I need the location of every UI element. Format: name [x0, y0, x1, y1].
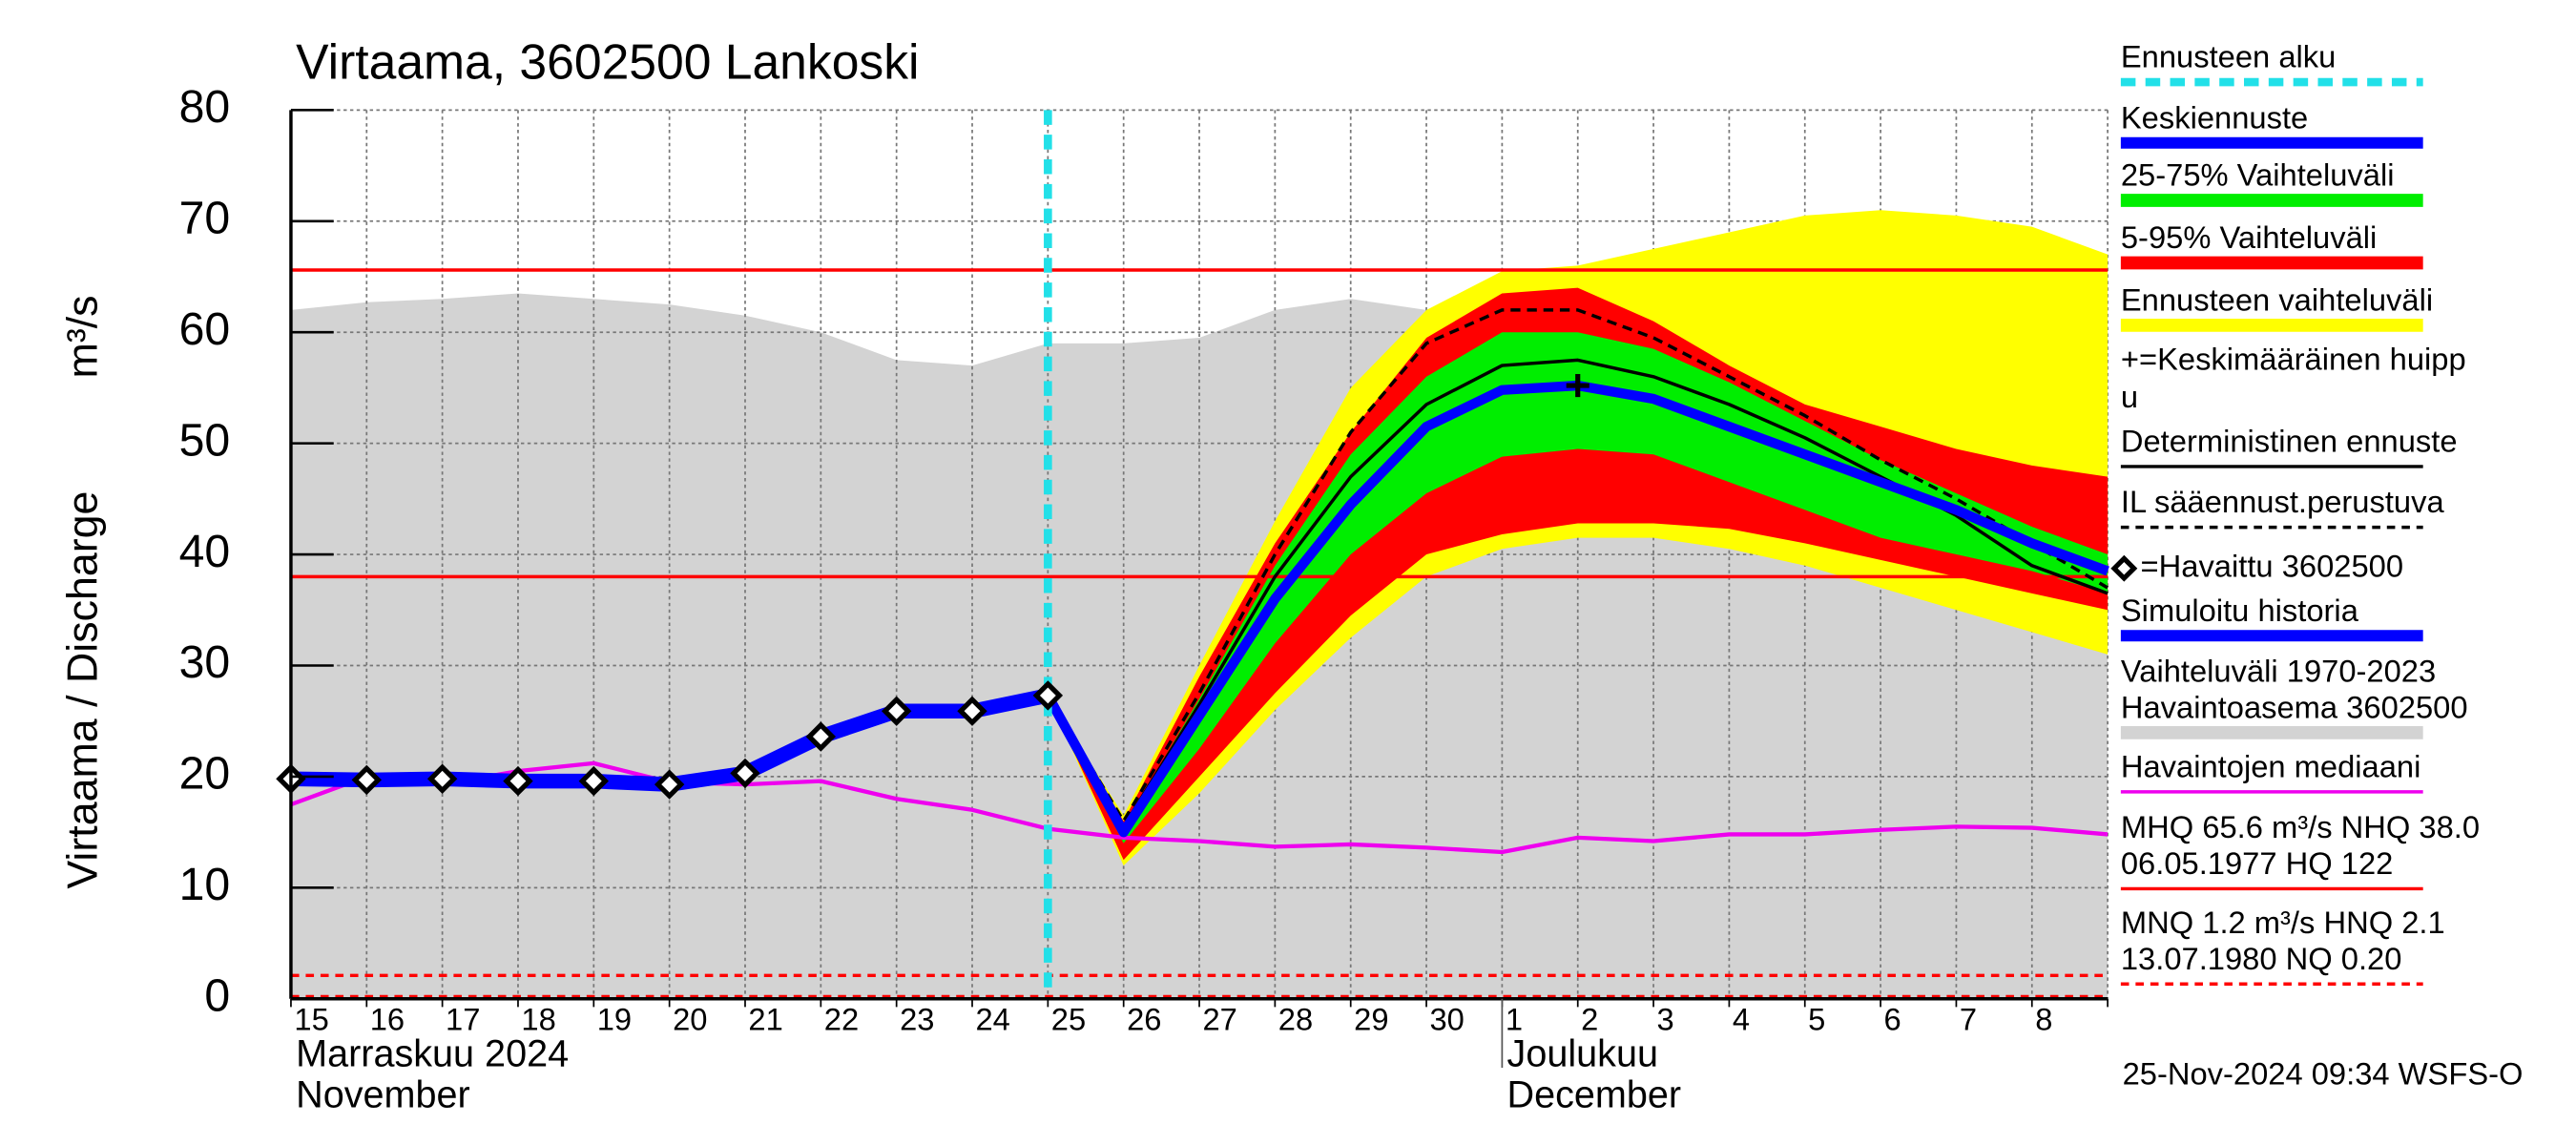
observed-marker: [503, 765, 533, 797]
y-tick-label: 30: [179, 636, 231, 688]
forecast-band: [1048, 210, 2109, 866]
legend-label: =Havaittu 3602500: [2141, 548, 2403, 583]
x-tick-label: 15: [294, 1002, 328, 1037]
observed-marker: [351, 764, 382, 796]
observed-marker: [654, 769, 685, 800]
observed-marker: [805, 721, 837, 752]
x-tick-label: 4: [1733, 1002, 1750, 1037]
month-label: November: [296, 1074, 470, 1116]
legend-label: MNQ 1.2 m³/s HNQ 2.1: [2121, 905, 2445, 940]
x-tick-label: 30: [1429, 1002, 1464, 1037]
x-tick-label: 20: [673, 1002, 707, 1037]
x-tick-label: 29: [1354, 1002, 1388, 1037]
observed-marker: [578, 765, 610, 797]
y-tick-label: 50: [179, 414, 231, 466]
peak-marker: [1566, 374, 1589, 398]
legend-label: Havaintoasema 3602500: [2121, 689, 2468, 724]
observed-marker: [881, 696, 912, 726]
y-tick-label: 10: [179, 859, 231, 910]
legend-label: Havaintojen mediaani: [2121, 748, 2421, 783]
x-tick-label: 27: [1202, 1002, 1236, 1037]
x-tick-label: 16: [370, 1002, 405, 1037]
series-line: [1046, 308, 2109, 823]
x-tick-label: 28: [1278, 1002, 1313, 1037]
x-tick-label: 2: [1581, 1002, 1598, 1037]
x-tick-label: 17: [446, 1002, 480, 1037]
legend-label: Vaihteluväli 1970-2023: [2121, 654, 2436, 689]
legend-label: Keskiennuste: [2121, 99, 2308, 135]
y-axis-label: Virtaama / Discharge: [59, 491, 107, 889]
x-tick-label: 24: [975, 1002, 1009, 1037]
x-tick-label: 25: [1051, 1002, 1086, 1037]
y-tick-label: 70: [179, 193, 231, 244]
forecast-band: [1048, 287, 2109, 861]
legend-marker: [2110, 554, 2138, 582]
y-tick-label: 60: [179, 303, 231, 355]
x-tick-label: 5: [1808, 1002, 1825, 1037]
legend-label: +=Keskimääräinen huipp: [2121, 341, 2466, 376]
legend-label: MHQ 65.6 m³/s NHQ 38.0: [2121, 809, 2480, 844]
x-tick-label: 23: [900, 1002, 934, 1037]
y-tick-label: 80: [179, 81, 231, 133]
x-tick-label: 6: [1884, 1002, 1901, 1037]
month-label: Marraskuu 2024: [296, 1032, 569, 1074]
observed-marker: [426, 763, 458, 794]
y-tick-label: 0: [204, 970, 230, 1022]
y-tick-label: 20: [179, 748, 231, 800]
y-axis-unit: m³/s: [59, 295, 107, 378]
legend-label: Ennusteen vaihteluväli: [2121, 281, 2433, 317]
legend-label: 06.05.1977 HQ 122: [2121, 845, 2393, 881]
legend-label: 13.07.1980 NQ 0.20: [2121, 941, 2402, 976]
legend-label: 25-75% Vaihteluväli: [2121, 157, 2395, 193]
legend-label: u: [2121, 379, 2138, 414]
observed-marker: [957, 696, 987, 726]
x-tick-label: 1: [1506, 1002, 1523, 1037]
legend-label: IL sääennust.perustuva: [2121, 484, 2445, 519]
x-tick-label: 19: [597, 1002, 632, 1037]
chart-title: Virtaama, 3602500 Lankoski: [296, 34, 919, 90]
x-tick-label: 8: [2035, 1002, 2052, 1037]
forecast-band: [1048, 332, 2109, 843]
legend-label: Ennusteen alku: [2121, 39, 2336, 74]
footer: 25-Nov-2024 09:34 WSFS-O: [2123, 1055, 2524, 1091]
month-label: Joulukuu: [1507, 1032, 1658, 1074]
x-tick-label: 26: [1127, 1002, 1161, 1037]
legend-label: Simuloitu historia: [2121, 593, 2359, 628]
x-tick-label: 18: [521, 1002, 555, 1037]
x-tick-label: 3: [1657, 1002, 1674, 1037]
legend-label: Deterministinen ennuste: [2121, 423, 2458, 458]
legend-label: 5-95% Vaihteluväli: [2121, 219, 2377, 255]
x-tick-label: 22: [824, 1002, 859, 1037]
x-tick-label: 21: [748, 1002, 782, 1037]
month-label: December: [1507, 1074, 1682, 1116]
observed-marker: [1032, 680, 1064, 711]
y-tick-label: 40: [179, 526, 231, 577]
x-tick-label: 7: [1960, 1002, 1977, 1037]
observed-marker: [730, 758, 760, 789]
series-line: [290, 760, 2109, 855]
